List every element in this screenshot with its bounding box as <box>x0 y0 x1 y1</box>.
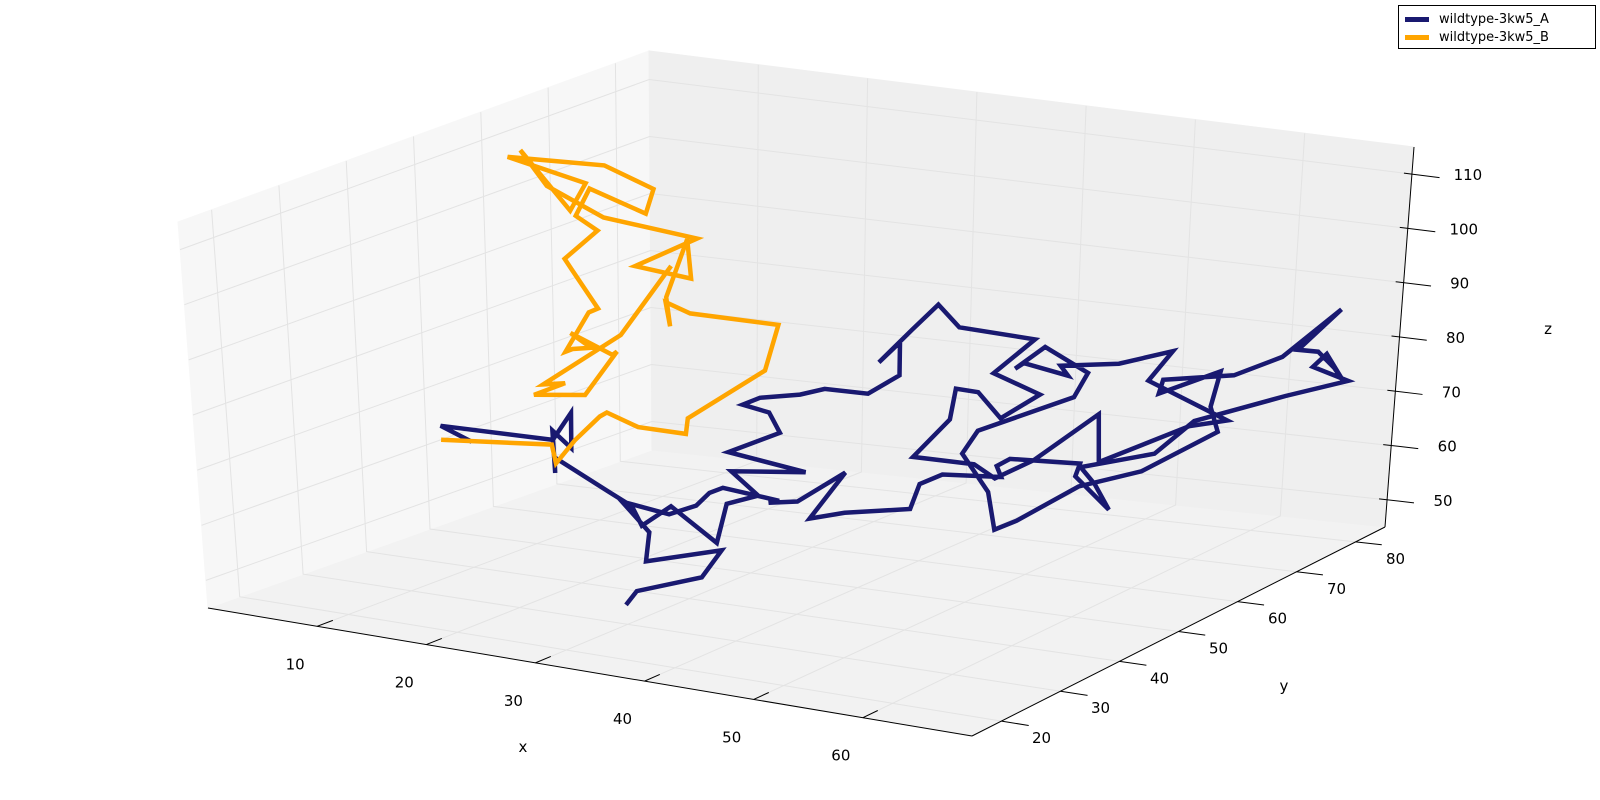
axis-ticks: 10 20 30 40 50 60 20 30 40 50 60 70 80 50 60 70 80 90 100 1… <box>286 166 1483 765</box>
y-tick-mark <box>1178 631 1206 636</box>
z-tick-label: 110 <box>1454 166 1483 184</box>
gridlines <box>179 63 1412 722</box>
y-tick-mark <box>1119 660 1147 666</box>
gridline-z <box>197 306 1396 471</box>
gridline-z <box>184 135 1408 306</box>
gridline-x <box>426 78 869 646</box>
gridline-z <box>205 420 1388 581</box>
gridline-y <box>614 63 1356 543</box>
legend: wildtype-3kw5_A wildtype-3kw5_B <box>1398 5 1596 49</box>
y-tick-mark <box>1296 571 1323 576</box>
series-line-b <box>441 148 782 469</box>
x-axis-line <box>207 607 973 737</box>
y-tick-label: 30 <box>1091 699 1110 717</box>
z-tick-label: 80 <box>1446 329 1465 347</box>
z-tick-mark <box>1383 444 1419 450</box>
gridline-y <box>413 136 1179 632</box>
z-tick-mark <box>1379 498 1415 504</box>
gridline-z <box>192 249 1400 416</box>
x-tick-mark <box>426 637 443 646</box>
z-tick-label: 60 <box>1438 438 1457 456</box>
gridline-x <box>535 92 978 664</box>
gridline-x <box>862 133 1306 719</box>
legend-item-series-a: wildtype-3kw5_A <box>1405 10 1549 28</box>
x-tick-mark <box>316 619 334 627</box>
legend-label-a: wildtype-3kw5_A <box>1439 11 1549 27</box>
y-tick-label: 50 <box>1209 640 1228 658</box>
z-tick-mark <box>1395 281 1432 287</box>
x-tick-label: 10 <box>286 655 305 673</box>
x-tick-label: 50 <box>722 728 741 746</box>
y-tick-mark <box>1060 690 1088 696</box>
x-tick-label: 60 <box>831 747 850 765</box>
y-tick-label: 70 <box>1327 580 1346 598</box>
x-tick-mark <box>644 674 660 682</box>
z-tick-mark <box>1403 172 1440 179</box>
series-line-a <box>439 301 1356 607</box>
gridline-x <box>644 105 1087 682</box>
y-axis-label: y <box>1280 677 1289 695</box>
z-tick-label: 100 <box>1449 220 1478 238</box>
x-tick-mark <box>535 655 552 664</box>
legend-label-b: wildtype-3kw5_B <box>1439 29 1549 45</box>
z-tick-mark <box>1391 335 1427 341</box>
z-axis-label: z <box>1544 320 1552 338</box>
gridline-z <box>201 363 1392 526</box>
y-tick-mark <box>1001 720 1029 727</box>
z-tick-mark <box>1387 389 1423 395</box>
z-tick-label: 50 <box>1434 492 1453 510</box>
x-tick-label: 20 <box>395 674 414 692</box>
gridline-y <box>278 185 1061 692</box>
gridline-x <box>753 119 1196 700</box>
legend-swatch-a <box>1405 16 1429 22</box>
legend-swatch-b <box>1405 34 1429 40</box>
x-tick-mark <box>753 692 769 700</box>
y-tick-mark <box>1237 601 1265 606</box>
legend-item-series-b: wildtype-3kw5_B <box>1405 28 1549 46</box>
y-tick-mark <box>1355 541 1382 546</box>
y-tick-label: 20 <box>1032 729 1051 747</box>
data-series <box>439 148 1356 607</box>
axis-panes <box>177 50 1415 737</box>
gridline-z <box>179 78 1412 251</box>
gridline-y <box>480 112 1238 603</box>
gridline-y <box>547 87 1297 573</box>
x-tick-mark <box>862 710 878 719</box>
x-tick-label: 30 <box>504 692 523 710</box>
back-pane <box>648 50 1415 528</box>
x-axis-label: x <box>519 738 528 756</box>
y-tick-label: 80 <box>1386 550 1405 568</box>
z-tick-label: 90 <box>1450 275 1469 293</box>
y-tick-label: 40 <box>1150 669 1169 687</box>
gridline-y <box>345 160 1120 662</box>
z-tick-mark <box>1399 226 1436 233</box>
gridline-y <box>211 209 1002 722</box>
x-tick-label: 40 <box>613 710 632 728</box>
z-tick-label: 70 <box>1442 383 1461 401</box>
y-tick-label: 60 <box>1268 610 1287 628</box>
